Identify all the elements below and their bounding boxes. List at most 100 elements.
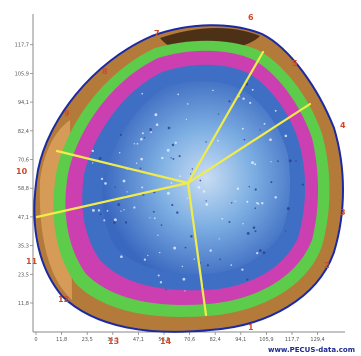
radial-spokes	[35, 50, 312, 317]
segment-label: 7	[154, 29, 160, 38]
speckle-point	[140, 157, 143, 161]
speckle-point	[172, 157, 175, 160]
speckle-point	[189, 173, 192, 175]
speckle-point	[161, 156, 164, 160]
speckle-point	[199, 179, 202, 182]
x-tick-label: 105,9	[259, 337, 273, 343]
speckle-point	[234, 200, 236, 202]
speckle-point	[228, 100, 231, 103]
y-tick-label: 94,1	[18, 100, 29, 106]
speckle-point	[133, 143, 136, 145]
speckle-point	[97, 209, 101, 212]
segment-label: 9	[64, 109, 70, 118]
speckle-point	[182, 277, 186, 281]
speckle-point	[147, 254, 149, 257]
segment-label: 3	[340, 208, 346, 217]
speckle-point	[170, 157, 172, 159]
speckle-point	[92, 209, 95, 212]
speckle-point	[179, 175, 182, 178]
speckle-point	[100, 177, 104, 181]
segment-label: 1	[248, 323, 254, 332]
speckle-point	[92, 162, 94, 164]
speckle-point	[274, 109, 277, 112]
speckle-point	[249, 101, 252, 105]
x-tick-label: 23,5	[82, 337, 93, 343]
speckle-point	[99, 213, 102, 216]
speckle-point	[221, 217, 224, 220]
speckle-point	[126, 191, 128, 193]
speckle-point	[143, 137, 146, 139]
speckle-point	[185, 118, 188, 121]
speckle-point	[103, 219, 106, 222]
speckle-point	[228, 220, 231, 224]
segment-label: 12	[58, 295, 69, 304]
x-tick-label: 58,8	[158, 337, 169, 343]
speckle-point	[241, 268, 244, 271]
speckle-point	[166, 191, 170, 195]
speckle-point	[106, 210, 109, 212]
y-tick-label: 47,1	[18, 215, 29, 221]
speckle-point	[181, 265, 184, 268]
speckle-point	[113, 218, 117, 222]
speckle-point	[143, 258, 146, 261]
speckle-point	[155, 123, 159, 126]
y-tick-label: 35,3	[18, 244, 29, 250]
segment-label: 11	[26, 257, 38, 266]
speckle-point	[257, 202, 260, 205]
segment-label: 13	[108, 337, 119, 346]
speckle-point	[251, 161, 254, 165]
speckle-point	[159, 251, 161, 254]
speckle-point	[205, 141, 207, 143]
speckle-point	[190, 235, 193, 238]
x-tick-label: 35,3	[107, 337, 118, 343]
speckle-point	[149, 217, 151, 219]
speckle-point	[251, 88, 254, 91]
speckle-point	[152, 210, 155, 213]
speckle-point	[252, 226, 256, 229]
segment-labels: 1 2 3 4 5 6 7 8 9 10 11 12 13 14	[16, 13, 346, 346]
speckle-point	[263, 122, 266, 125]
speckle-point	[270, 181, 273, 184]
speckle-point	[277, 160, 279, 163]
x-tick-label: 0	[34, 337, 37, 343]
speckle-point	[262, 251, 266, 255]
speckle-point	[157, 274, 160, 277]
speckle-point	[245, 82, 249, 86]
speckle-point	[120, 255, 123, 258]
speckle-point	[176, 211, 179, 214]
speckle-point	[171, 203, 174, 207]
speckle-point	[150, 131, 152, 134]
watermark: www.PECUS-data.com	[268, 346, 355, 354]
speckle-point	[174, 141, 177, 144]
speckle-point	[186, 197, 188, 199]
speckle-point	[212, 89, 214, 92]
speckle-point	[117, 203, 121, 207]
y-tick-label: 58,8	[18, 186, 29, 192]
x-axis-ticks: 0 11,8 23,5 35,3 47,1 58,8 70,6 82,4 94,1 105,9 11…	[34, 332, 325, 343]
speckle-point	[288, 159, 292, 163]
spoke-2	[186, 102, 312, 185]
segment-label: 6	[248, 13, 254, 22]
x-tick-label: 82,4	[210, 337, 221, 343]
x-tick-label: 70,6	[184, 337, 195, 343]
speckle-point	[141, 92, 144, 95]
speckle-point	[91, 149, 94, 153]
speckle-point	[140, 137, 143, 141]
speckle-point	[197, 185, 201, 189]
speckle-point	[193, 258, 195, 260]
segment-label: 2	[324, 261, 330, 270]
speckle-point	[256, 251, 259, 255]
speckle-point	[209, 249, 212, 252]
speckle-point	[295, 160, 297, 162]
x-tick-label: 11,8	[56, 337, 67, 343]
segment-label: 10	[16, 167, 28, 176]
speckle-point	[170, 182, 173, 184]
speckle-point	[246, 200, 249, 203]
speckle-point	[124, 221, 128, 224]
speckle-point	[149, 128, 152, 131]
x-tick-label: 94,1	[235, 337, 246, 343]
speckle-point	[122, 179, 126, 183]
speckle-point	[205, 200, 207, 202]
speckle-point	[241, 127, 244, 130]
speckle-point	[274, 196, 277, 199]
